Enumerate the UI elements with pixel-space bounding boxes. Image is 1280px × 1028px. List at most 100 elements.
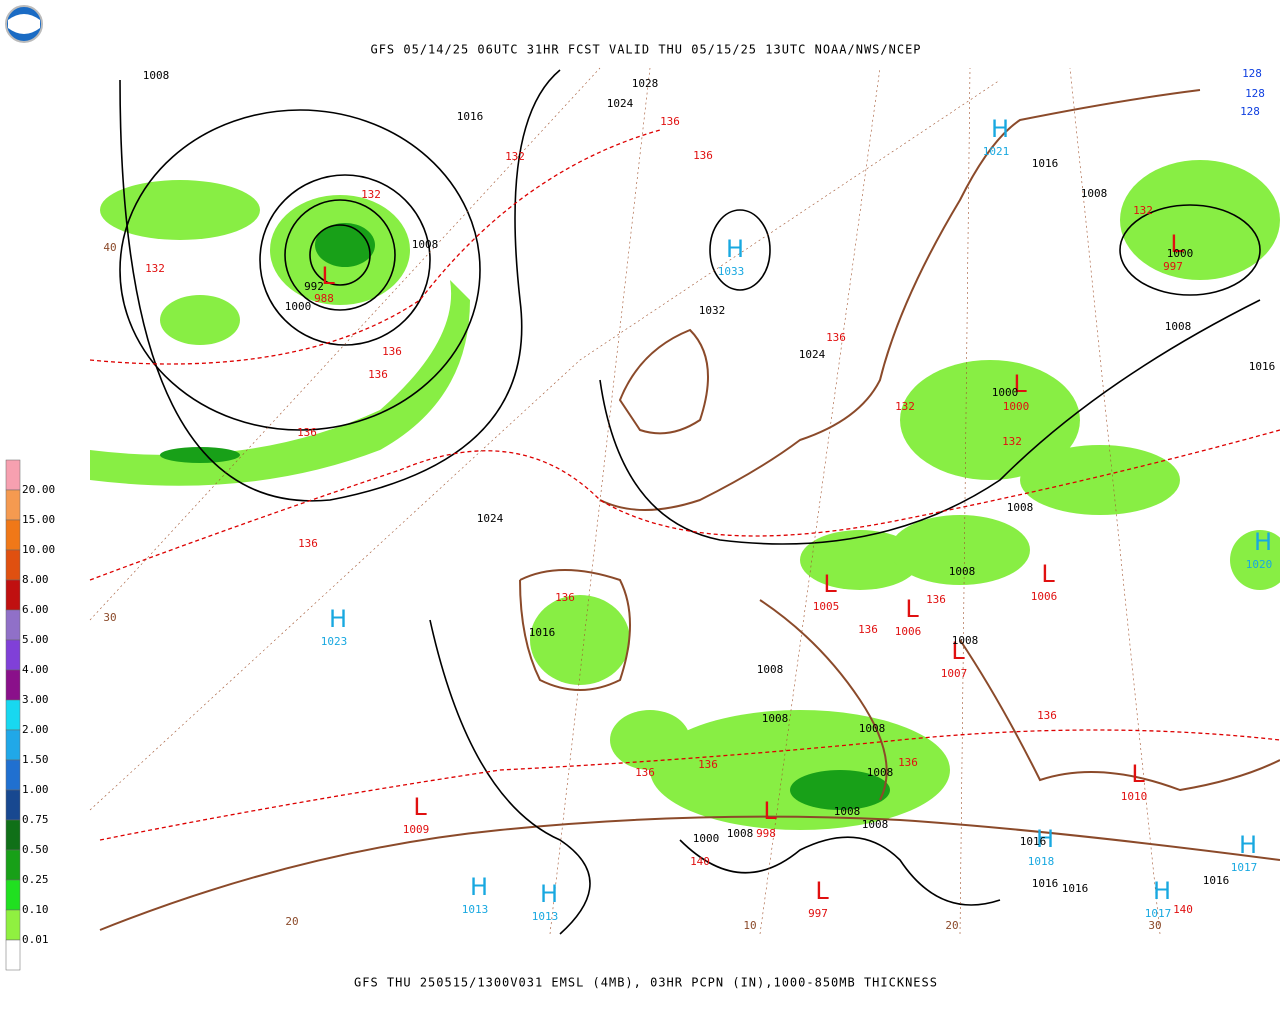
legend: 20.00 15.00 10.00 8.00 6.00 5.00 4.00 3.00 2.00 1… (5, 459, 55, 971)
center-pressure: 988 (314, 292, 334, 305)
thickness-lines (89, 129, 1280, 841)
legend-swatch (5, 609, 21, 641)
thickness-label: 136 (382, 345, 402, 358)
thickness-label: 132 (1133, 204, 1153, 217)
isobar-label: 1008 (949, 565, 976, 578)
legend-label: 0.10 (22, 903, 49, 916)
isobar-label: 1000 (1167, 247, 1194, 260)
center-pressure: 1013 (462, 903, 489, 916)
isobar-label: 1008 (757, 663, 784, 676)
legend-label: 10.00 (22, 543, 55, 556)
center-letter: H (1153, 877, 1171, 905)
isobar-label: 1016 (1032, 157, 1059, 170)
legend-swatch (5, 489, 21, 521)
legend-swatch (5, 699, 21, 731)
isobar-label: 1024 (477, 512, 504, 525)
center-letter: L (1170, 230, 1184, 258)
isobar-label: 1008 (143, 69, 170, 82)
legend-swatch (5, 789, 21, 821)
map-title: GFS 05/14/25 06UTC 31HR FCST VALID THU 0… (370, 43, 921, 57)
isobar-label: 1016 (1249, 360, 1276, 373)
center-pressure: 1021 (983, 145, 1010, 158)
center-letter: H (540, 880, 558, 908)
isobar-label: 1016 (457, 110, 484, 123)
isobar-label: 1000 (693, 832, 720, 845)
legend-label: 0.25 (22, 873, 49, 886)
center-pressure: 997 (808, 907, 828, 920)
legend-label: 4.00 (22, 663, 49, 676)
isobar-label: 1016 (529, 626, 556, 639)
thickness-label: 128 (1242, 67, 1262, 80)
legend-label: 1.00 (22, 783, 49, 796)
legend-label: 2.00 (22, 723, 49, 736)
center-letter: L (1041, 560, 1055, 588)
center-letter: H (1239, 831, 1257, 859)
legend-swatch (5, 579, 21, 611)
center-letter: H (1254, 528, 1272, 556)
legend-swatch (5, 549, 21, 581)
legend-swatch (5, 729, 21, 761)
center-letter: H (726, 235, 744, 263)
center-letter: H (1036, 825, 1054, 853)
thickness-label: 132 (505, 150, 525, 163)
isobar-label: 1028 (632, 77, 659, 90)
thickness-label: 136 (826, 331, 846, 344)
legend-swatch (5, 669, 21, 701)
thickness-label: 132 (145, 262, 165, 275)
center-pressure: 997 (1163, 260, 1183, 273)
legend-swatch (5, 909, 21, 941)
grid-label: 30 (103, 611, 116, 624)
thickness-label: 132 (1002, 435, 1022, 448)
legend-label: 15.00 (22, 513, 55, 526)
isobar-label: 1032 (699, 304, 726, 317)
isobar-label: 1000 (992, 386, 1019, 399)
grid-label: 40 (103, 241, 116, 254)
thickness-label: 136 (297, 426, 317, 439)
legend-label: 6.00 (22, 603, 49, 616)
legend-swatch (5, 519, 21, 551)
center-letter: L (321, 262, 335, 290)
center-letter: H (470, 873, 488, 901)
center-pressure: 1017 (1231, 861, 1258, 874)
thickness-label: 136 (693, 149, 713, 162)
thickness-label: 136 (1037, 709, 1057, 722)
legend-label: 1.50 (22, 753, 49, 766)
isobar-label: 1016 (1062, 882, 1089, 895)
legend-label: 8.00 (22, 573, 49, 586)
center-pressure: 1007 (941, 667, 968, 680)
thickness-label: 136 (698, 758, 718, 771)
center-letter: H (991, 115, 1009, 143)
coastlines (99, 89, 1280, 931)
isobar-label: 1008 (762, 712, 789, 725)
legend-label: 0.75 (22, 813, 49, 826)
legend-label: 5.00 (22, 633, 49, 646)
legend-swatch (5, 459, 21, 491)
legend-swatch (5, 639, 21, 671)
thickness-label: 128 (1245, 87, 1265, 100)
precip-heavy (160, 223, 890, 810)
isobar-label: 1024 (799, 348, 826, 361)
map-caption: GFS THU 250515/1300V031 EMSL (4MB), 03HR… (354, 976, 938, 990)
thickness-label: 136 (635, 766, 655, 779)
thickness-label: 128 (1240, 105, 1260, 118)
center-pressure: 1000 (1003, 400, 1030, 413)
legend-swatch (5, 819, 21, 851)
center-letter: L (905, 595, 919, 623)
center-pressure: 1006 (1031, 590, 1058, 603)
grid-label: 10 (743, 919, 756, 932)
center-pressure: 1033 (718, 265, 745, 278)
isobars (119, 69, 1261, 935)
center-pressure: 1023 (321, 635, 348, 648)
center-pressure: 1006 (895, 625, 922, 638)
legend-swatch (5, 759, 21, 791)
legend-swatch (5, 939, 21, 971)
isobar-label: 1008 (1007, 501, 1034, 514)
center-pressure: 1009 (403, 823, 430, 836)
isobar-label: 1008 (834, 805, 861, 818)
legend-label: 3.00 (22, 693, 49, 706)
isobar-label: 1008 (1081, 187, 1108, 200)
grid-label: 20 (945, 919, 958, 932)
thickness-label: 136 (368, 368, 388, 381)
isobar-label: 1008 (952, 634, 979, 647)
